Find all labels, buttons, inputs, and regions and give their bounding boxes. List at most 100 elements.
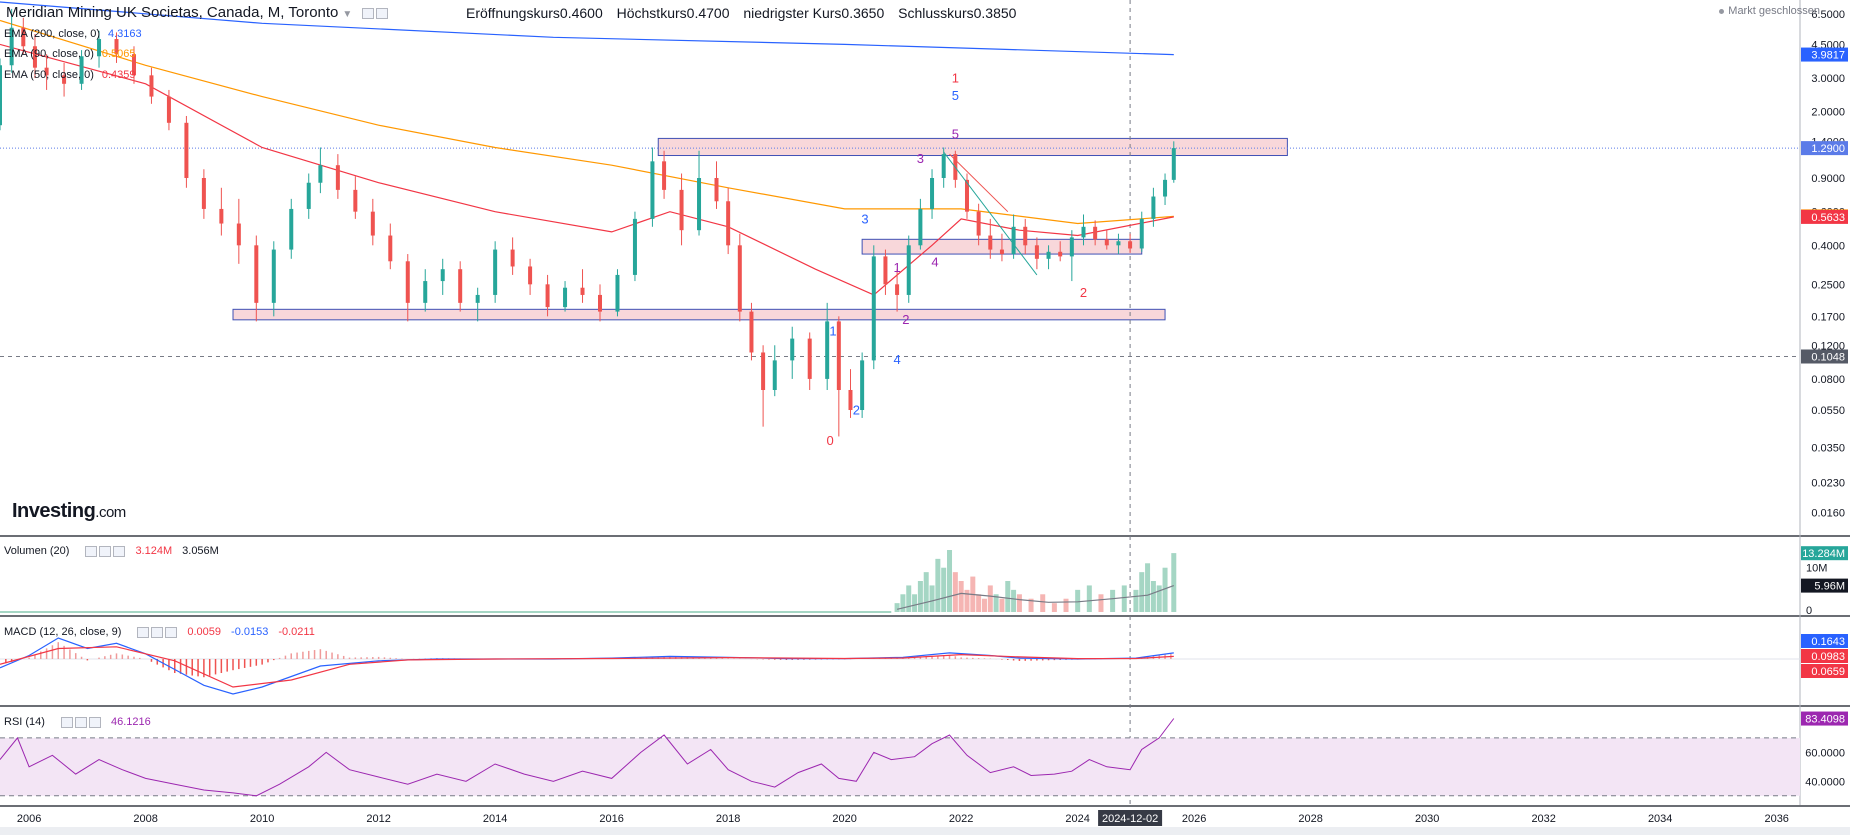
candle <box>807 332 812 390</box>
candle-body <box>807 338 812 379</box>
volume-bar <box>1063 598 1069 612</box>
price-badge-bg <box>1801 349 1848 364</box>
candle <box>650 147 655 227</box>
volume-bar <box>894 603 900 612</box>
candle-body <box>1034 245 1039 259</box>
candle-body <box>650 161 655 219</box>
volume-bar <box>1086 585 1092 612</box>
candle-body <box>1171 148 1176 180</box>
macd-badge-label: 0.1643 <box>1811 636 1845 648</box>
close-icon[interactable] <box>88 716 101 728</box>
volume-bar <box>947 550 953 612</box>
candle <box>0 58 2 131</box>
candle-body <box>871 256 876 361</box>
wave-label: 1 <box>829 323 836 338</box>
low-value: 0.3650 <box>841 5 885 21</box>
candle <box>772 345 777 397</box>
legend-ema90[interactable]: EMA (90, close, 0) 0.5065 <box>4 48 136 60</box>
candle-body <box>475 294 480 303</box>
wave-label: 2 <box>853 403 860 418</box>
candle-body <box>353 189 358 212</box>
rsi-badge-bg <box>1801 711 1848 726</box>
volume-badges: 13.284M 5.96M <box>1801 546 1848 593</box>
volume-bar <box>1145 563 1151 612</box>
volume-bar <box>952 572 958 612</box>
candle-body <box>941 154 946 179</box>
rsi-legend[interactable]: RSI (14) 46.1216 <box>4 716 151 728</box>
volume-bar <box>1011 589 1017 612</box>
candle <box>1093 220 1098 246</box>
candle <box>475 287 480 322</box>
candle <box>528 258 533 295</box>
candle-body <box>1151 196 1156 219</box>
candle-body <box>632 218 637 275</box>
candle-body <box>166 96 171 123</box>
open-label: Eröffnungskurs <box>466 5 560 21</box>
settings-icon[interactable] <box>74 716 87 728</box>
candle-body <box>1116 241 1121 246</box>
volume-bar <box>1171 553 1177 612</box>
chart-title[interactable]: Meridian Mining UK Societas, Canada, M, … <box>6 4 389 21</box>
price-tick-label: 0.0160 <box>1811 508 1845 520</box>
visibility-icon[interactable] <box>362 7 375 19</box>
candle <box>883 249 888 295</box>
candle <box>906 235 911 303</box>
support-resistance-zone <box>232 308 1166 321</box>
wave-label: 3 <box>861 212 868 227</box>
rsi-value: 46.1216 <box>110 716 151 728</box>
visibility-icon[interactable] <box>137 626 150 638</box>
candle <box>318 147 323 194</box>
candle <box>493 241 498 303</box>
macd-legend[interactable]: MACD (12, 26, close, 9) 0.0059 -0.0153 -0.0… <box>4 626 315 638</box>
settings-icon[interactable] <box>99 545 112 557</box>
candle <box>166 89 171 131</box>
rsi-tick-label: 40.0000 <box>1805 776 1845 788</box>
candle-body <box>615 274 620 312</box>
candle <box>726 187 731 255</box>
price-badge-label: 1.2900 <box>1811 143 1845 155</box>
candle <box>737 233 742 322</box>
candle-body <box>493 249 498 295</box>
price-badge-label: 0.5633 <box>1811 212 1845 224</box>
legend-ema200[interactable]: EMA (200, close, 0) 4.3163 <box>4 28 142 40</box>
volume-bar <box>999 598 1005 612</box>
candle-body <box>62 75 67 84</box>
candle <box>149 67 154 104</box>
visibility-icon[interactable] <box>60 716 73 728</box>
candle-body <box>318 165 323 183</box>
volume-bar <box>929 585 935 612</box>
candle-body <box>423 281 428 303</box>
candle-body <box>1128 241 1133 249</box>
volume-bar <box>912 594 918 612</box>
candle-body <box>306 182 311 209</box>
macd-badge-bg <box>1801 649 1848 663</box>
visibility-icon[interactable] <box>85 545 98 557</box>
close-icon[interactable] <box>113 545 126 557</box>
candle-body <box>370 211 375 236</box>
candle <box>1151 187 1156 227</box>
candle-body <box>528 266 533 285</box>
chevron-down-icon[interactable]: ▼ <box>342 9 353 20</box>
candle <box>254 235 259 322</box>
settings-icon[interactable] <box>151 626 164 638</box>
candle <box>964 173 969 219</box>
ema50-value: 0.4359 <box>101 69 136 81</box>
candle <box>976 203 981 246</box>
volume-bar <box>941 567 947 612</box>
time-tick-label: 2020 <box>832 813 856 825</box>
settings-icon[interactable] <box>376 7 389 19</box>
price-tick-label: 0.0230 <box>1811 477 1845 489</box>
macd-badge-label: 0.0983 <box>1811 651 1845 663</box>
volume-bar <box>906 585 912 612</box>
price-tick-label: 0.1200 <box>1811 340 1845 352</box>
legend-ema50[interactable]: EMA (50, close, 0) 0.4359 <box>4 69 136 81</box>
volume-bar <box>1051 603 1057 612</box>
close-icon[interactable] <box>165 626 178 638</box>
candle <box>871 245 876 370</box>
volume-legend[interactable]: Volumen (20) 3.124M 3.056M <box>4 545 219 557</box>
candle <box>1171 141 1176 183</box>
candle-body <box>918 208 923 246</box>
candle <box>761 345 766 427</box>
candle <box>1058 241 1063 262</box>
